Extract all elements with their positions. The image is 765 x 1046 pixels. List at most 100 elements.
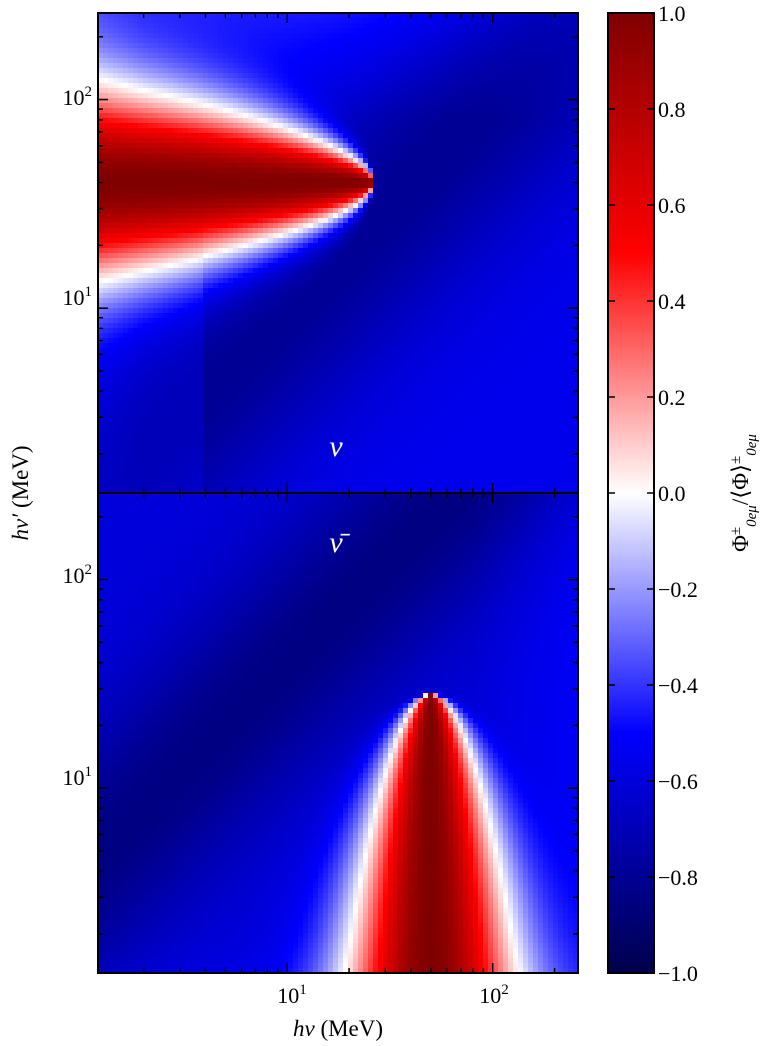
heatmap-cell xyxy=(228,198,234,204)
heatmap-cell xyxy=(203,103,209,109)
heatmap-cell xyxy=(298,108,304,114)
heatmap-cell xyxy=(243,488,249,493)
heatmap-cell xyxy=(218,63,224,69)
heatmap-cell xyxy=(298,363,304,369)
heatmap-cell xyxy=(183,118,189,124)
heatmap-cell xyxy=(268,58,274,64)
heatmap-cell xyxy=(308,383,314,389)
heatmap-cell xyxy=(288,113,294,119)
heatmap-cell xyxy=(133,263,139,269)
heatmap-cell xyxy=(328,193,334,199)
heatmap-cell xyxy=(243,238,249,244)
heatmap-cell xyxy=(353,68,359,74)
heatmap-cell xyxy=(238,163,244,169)
heatmap-cell xyxy=(243,143,249,149)
heatmap-cell xyxy=(198,303,204,309)
heatmap-cell xyxy=(278,273,284,279)
heatmap-cell xyxy=(118,478,124,484)
heatmap-cell xyxy=(268,118,274,124)
heatmap-cell xyxy=(123,263,129,269)
heatmap-cell xyxy=(153,33,159,39)
heatmap-cell xyxy=(323,398,329,404)
heatmap-cell xyxy=(258,333,264,339)
heatmap-cell xyxy=(218,213,224,219)
heatmap-cell xyxy=(303,68,309,74)
heatmap-cell xyxy=(293,348,299,354)
heatmap-cell xyxy=(313,458,319,464)
heatmap-cell xyxy=(323,453,329,459)
heatmap-cell xyxy=(158,298,164,304)
heatmap-cell xyxy=(318,483,324,489)
heatmap-cell xyxy=(273,348,279,354)
heatmap-cell xyxy=(233,433,239,439)
heatmap-cell xyxy=(118,298,124,304)
heatmap-cell xyxy=(183,363,189,369)
heatmap-cell xyxy=(113,273,119,279)
heatmap-cell xyxy=(118,443,124,449)
heatmap-cell xyxy=(288,83,294,89)
heatmap-cell xyxy=(258,208,264,214)
heatmap-cell xyxy=(328,143,334,149)
heatmap-cell xyxy=(163,313,169,319)
heatmap-cell xyxy=(258,48,264,54)
heatmap-cell xyxy=(268,23,274,29)
heatmap-cell xyxy=(268,98,274,104)
heatmap-cell xyxy=(98,268,104,274)
heatmap-cell xyxy=(303,128,309,134)
heatmap-cell xyxy=(333,338,339,344)
heatmap-cell xyxy=(243,148,249,154)
heatmap-cell xyxy=(273,313,279,319)
heatmap-cell xyxy=(203,478,209,484)
heatmap-cell xyxy=(258,488,264,493)
heatmap-cell xyxy=(218,363,224,369)
heatmap-cell xyxy=(258,163,264,169)
heatmap-cell xyxy=(103,88,109,94)
heatmap-cell xyxy=(348,208,354,214)
heatmap-cell xyxy=(208,208,214,214)
heatmap-cell xyxy=(308,478,314,484)
heatmap-cell xyxy=(118,23,124,29)
heatmap-cell xyxy=(293,273,299,279)
heatmap-cell xyxy=(118,223,124,229)
heatmap-cell xyxy=(278,118,284,124)
heatmap-cell xyxy=(188,283,194,289)
heatmap-cell xyxy=(243,53,249,59)
heatmap-cell xyxy=(108,373,114,379)
heatmap-cell xyxy=(153,243,159,249)
heatmap-cell xyxy=(113,428,119,434)
heatmap-cell xyxy=(323,78,329,84)
heatmap-cell xyxy=(118,178,124,184)
heatmap-cell xyxy=(168,283,174,289)
heatmap-cell xyxy=(303,83,309,89)
heatmap-cell xyxy=(273,453,279,459)
heatmap-cell xyxy=(288,108,294,114)
heatmap-cell xyxy=(158,28,164,34)
heatmap-cell xyxy=(223,218,229,224)
heatmap-cell xyxy=(283,63,289,69)
heatmap-cell xyxy=(123,428,129,434)
heatmap-cell xyxy=(148,483,154,489)
heatmap-cell xyxy=(113,253,119,259)
heatmap-cell xyxy=(188,478,194,484)
heatmap-cell xyxy=(133,18,139,24)
heatmap-cell xyxy=(128,238,134,244)
heatmap-cell xyxy=(173,173,179,179)
heatmap-cell xyxy=(158,198,164,204)
heatmap-cell xyxy=(183,268,189,274)
heatmap-cell xyxy=(108,353,114,359)
heatmap-cell xyxy=(168,123,174,129)
heatmap-cell xyxy=(183,158,189,164)
heatmap-cell xyxy=(153,98,159,104)
heatmap-cell xyxy=(138,258,144,264)
heatmap-cell xyxy=(308,103,314,109)
heatmap-cell xyxy=(308,323,314,329)
heatmap-cell xyxy=(353,413,359,419)
heatmap-cell xyxy=(178,123,184,129)
heatmap-cell xyxy=(263,228,269,234)
heatmap-cell xyxy=(193,148,199,154)
heatmap-cell xyxy=(143,23,149,29)
heatmap-cell xyxy=(188,293,194,299)
heatmap-cell xyxy=(268,483,274,489)
heatmap-cell xyxy=(298,393,304,399)
heatmap-cell xyxy=(153,463,159,469)
